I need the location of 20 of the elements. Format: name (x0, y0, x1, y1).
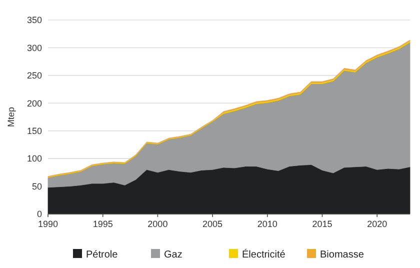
y-tick-label: 300 (26, 42, 42, 53)
y-tick-label: 250 (26, 70, 42, 81)
x-tick-label: 2000 (148, 219, 168, 229)
y-tick-label: 150 (26, 126, 42, 136)
x-tick-label: 2005 (202, 219, 223, 229)
x-tick-label: 2015 (312, 219, 332, 229)
y-tick-label: 200 (26, 98, 42, 108)
y-tick-label: 100 (26, 154, 42, 164)
legend-label: Gaz (164, 250, 182, 260)
y-axis-title: Mtep (6, 106, 16, 128)
x-tick-label: 2020 (367, 219, 388, 229)
x-tick-label: 1995 (92, 219, 113, 229)
legend-label: Électricité (242, 248, 286, 260)
x-tick-label: 2010 (257, 219, 278, 229)
y-tick-label: 0 (36, 209, 42, 220)
x-tick-label: 1990 (38, 219, 58, 229)
legend-label: Pétrole (86, 250, 118, 260)
y-tick-label: 50 (32, 181, 42, 192)
y-tick-label: 350 (26, 15, 42, 26)
legend-label: Biomasse (320, 250, 364, 260)
